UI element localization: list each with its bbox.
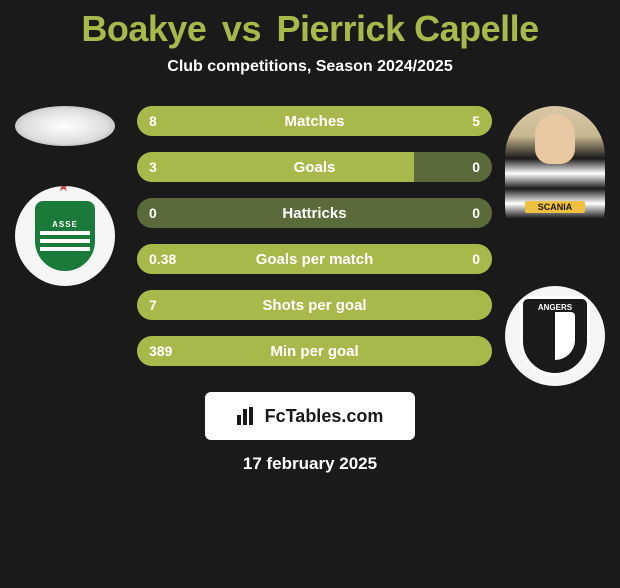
title-player2: Pierrick Capelle (276, 8, 538, 49)
stat-row: Goals3 0 (137, 152, 492, 182)
player2-avatar-photo: SCANIA (505, 106, 605, 256)
watermark-badge: FcTables.com (205, 392, 415, 440)
asse-badge-icon: ASSE (35, 201, 95, 271)
stat-value-left: 3 (149, 152, 157, 182)
stat-value-right: 0 (472, 244, 480, 274)
star-icon: ★ (57, 186, 70, 195)
stat-value-left: 0 (149, 198, 157, 228)
stat-value-left: 0.38 (149, 244, 176, 274)
title-vs: vs (222, 8, 261, 49)
stat-label: Matches (137, 106, 492, 136)
stat-row: Min per goal389 (137, 336, 492, 366)
stat-row: Goals per match0.38 0 (137, 244, 492, 274)
stat-value-right: 0 (472, 198, 480, 228)
date-text: 17 february 2025 (0, 454, 620, 474)
player1-column: ★ ASSE (10, 106, 120, 286)
subtitle: Club competitions, Season 2024/2025 (0, 58, 620, 76)
stat-label: Goals per match (137, 244, 492, 274)
stat-label: Min per goal (137, 336, 492, 366)
watermark-text: FcTables.com (265, 406, 384, 427)
player1-club-logo: ★ ASSE (15, 186, 115, 286)
stat-value-left: 7 (149, 290, 157, 320)
stat-value-left: 389 (149, 336, 172, 366)
stat-value-left: 8 (149, 106, 157, 136)
title-player1: Boakye (81, 8, 206, 49)
comparison-title: Boakye vs Pierrick Capelle (0, 8, 620, 50)
stat-label: Hattricks (137, 198, 492, 228)
player2-column: SCANIA ANGERS (500, 106, 610, 386)
content-area: ★ ASSE SCANIA ANGERS Matches85Goals30Hat… (0, 106, 620, 506)
stat-label: Shots per goal (137, 290, 492, 320)
stat-row: Matches8 5 (137, 106, 492, 136)
club1-short: ASSE (52, 220, 78, 229)
stat-row: Shots per goal7 (137, 290, 492, 320)
angers-badge-icon: ANGERS (520, 296, 590, 376)
bars-icon (237, 407, 259, 425)
player1-avatar-placeholder (15, 106, 115, 146)
stat-label: Goals (137, 152, 492, 182)
stats-bars: Matches85Goals30Hattricks00Goals per mat… (137, 106, 492, 382)
club2-short: ANGERS (538, 303, 572, 312)
stat-value-right: 5 (472, 106, 480, 136)
stat-value-right: 0 (472, 152, 480, 182)
player2-club-logo: ANGERS (505, 286, 605, 386)
player2-sponsor: SCANIA (525, 201, 585, 213)
stat-row: Hattricks0 0 (137, 198, 492, 228)
